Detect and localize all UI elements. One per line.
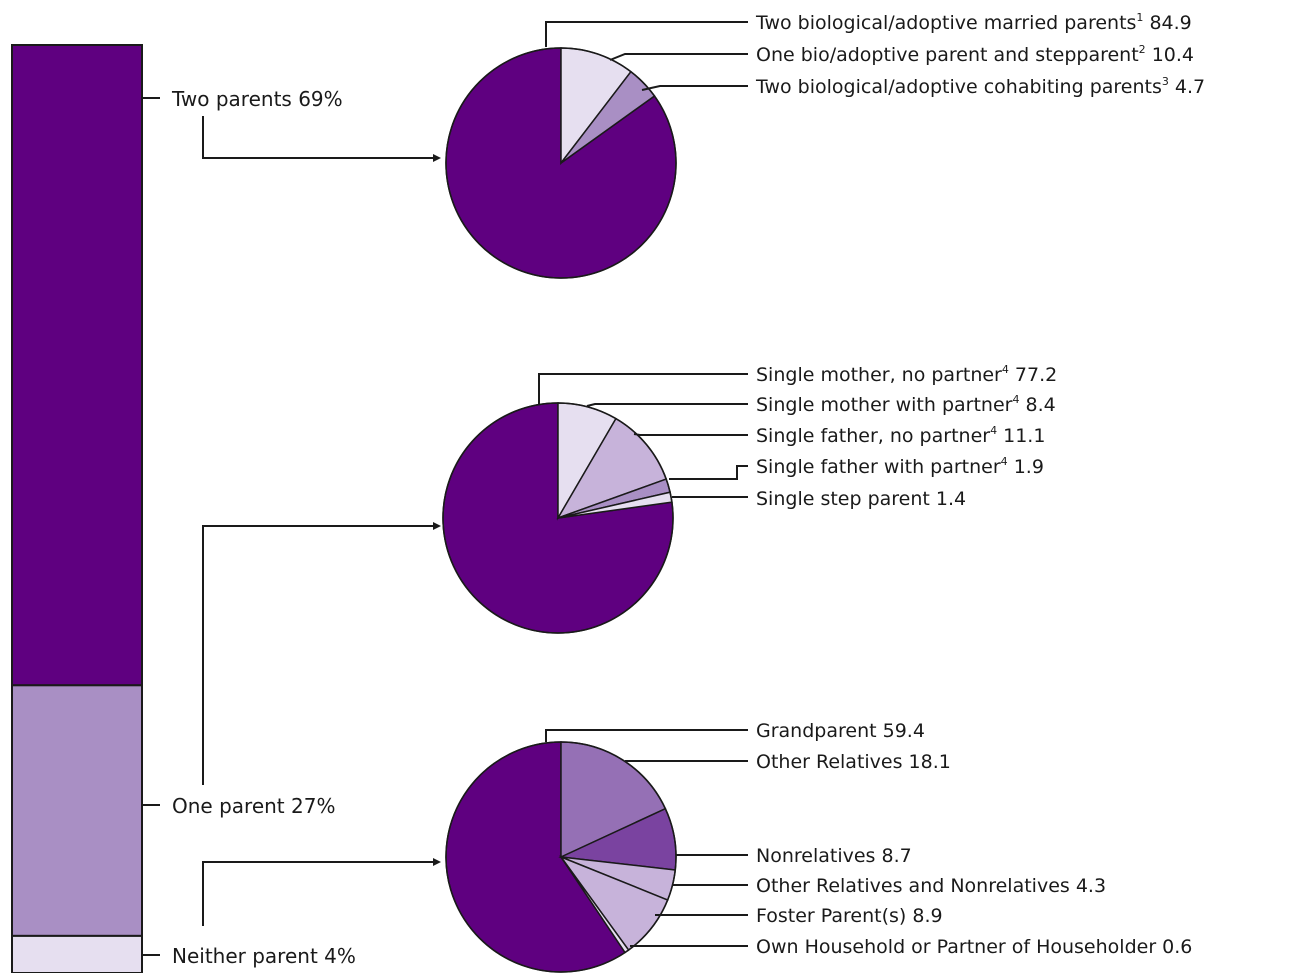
slice-label-neither-parent-grandparent: Grandparent 59.4 (756, 720, 925, 742)
connector-two-parents (202, 116, 435, 159)
pie-outline-one-parent (442, 402, 674, 634)
leader-two-parents-two-biological-adoptive-cohabiting-parents (641, 85, 748, 91)
pie-charts (442, 47, 677, 973)
slice-label-two-parents-one-bio-adoptive-parent-and-stepparent: One bio/adoptive parent and stepparent2 … (756, 43, 1194, 66)
leader-one-parent-single-father-with-partner (669, 465, 748, 480)
leader-two-parents-one-bio-adoptive-parent-and-stepparent (609, 53, 748, 61)
bar-segment-one-parent (11, 684, 143, 937)
slice-label-one-parent-single-father-no-partner: Single father, no partner4 11.1 (756, 424, 1045, 447)
pie-slice-labels: Two biological/adoptive married parents1… (755, 11, 1205, 958)
leader-neither-parent-grandparent (545, 729, 748, 742)
slice-label-neither-parent-own-household-or-partner-of-householder: Own Household or Partner of Householder … (756, 936, 1192, 958)
leader-one-parent-single-mother-no-partner (538, 373, 748, 404)
leader-two-parents-two-biological-adoptive-married-parents (545, 21, 748, 47)
connector-arrow-neither-parent (433, 858, 441, 866)
bar-label-neither-parent: Neither parent 4% (172, 944, 356, 968)
pie-outline-two-parents (445, 47, 677, 279)
slice-label-neither-parent-other-relatives: Other Relatives 18.1 (756, 751, 951, 773)
slice-label-one-parent-single-mother-no-partner: Single mother, no partner4 77.2 (756, 363, 1057, 386)
connector-neither-parent (202, 861, 435, 926)
slice-label-one-parent-single-father-with-partner: Single father with partner4 1.9 (756, 455, 1044, 478)
leader-one-parent-single-mother-with-partner (586, 403, 748, 407)
slice-label-one-parent-single-mother-with-partner: Single mother with partner4 8.4 (756, 393, 1056, 416)
slice-label-neither-parent-nonrelatives: Nonrelatives 8.7 (756, 845, 912, 867)
slice-label-two-parents-two-biological-adoptive-cohabiting-parents: Two biological/adoptive cohabiting paren… (755, 75, 1205, 98)
pie-outline-neither-parent (445, 741, 677, 973)
slice-label-neither-parent-foster-parent-s: Foster Parent(s) 8.9 (756, 905, 943, 927)
slice-label-two-parents-two-biological-adoptive-married-parents: Two biological/adoptive married parents1… (755, 11, 1192, 34)
connector-arrow-one-parent (433, 522, 441, 530)
leader-one-parent-single-father-no-partner (633, 433, 748, 436)
bar-label-one-parent: One parent 27% (172, 794, 335, 818)
connector-one-parent (202, 525, 435, 785)
slice-label-one-parent-single-step-parent: Single step parent 1.4 (756, 488, 966, 510)
connector-arrow-two-parents (433, 154, 441, 162)
bar-segment-two-parents (11, 44, 143, 687)
slice-label-neither-parent-other-relatives-and-nonrelatives: Other Relatives and Nonrelatives 4.3 (756, 875, 1106, 897)
bar-label-two-parents: Two parents 69% (171, 87, 343, 111)
pie-leader-lines (538, 21, 748, 947)
bar-segment-neither-parent (11, 934, 143, 975)
